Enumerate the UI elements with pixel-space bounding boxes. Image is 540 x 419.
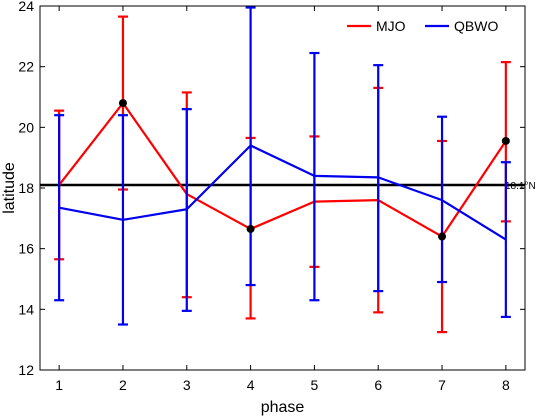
series-line <box>58 144 507 241</box>
y-axis-label: latitude <box>1 162 18 214</box>
y-tick-label: 18 <box>18 180 34 196</box>
x-tick-label: 4 <box>247 377 255 393</box>
series-line <box>58 101 507 238</box>
x-tick-label: 7 <box>438 377 446 393</box>
x-tick-label: 6 <box>374 377 382 393</box>
x-tick-label: 8 <box>502 377 510 393</box>
x-tick-label: 2 <box>119 377 127 393</box>
legend-label: QBWO <box>454 18 498 34</box>
reference-line-group: 18.1°N <box>40 181 536 192</box>
series-qbwo <box>54 6 511 326</box>
y-tick-label: 16 <box>18 241 34 257</box>
x-tick-label: 1 <box>55 377 63 393</box>
data-point-marker <box>118 99 127 108</box>
x-tick-label: 3 <box>183 377 191 393</box>
y-tick-label: 20 <box>18 119 34 135</box>
x-tick-label: 5 <box>311 377 319 393</box>
data-point-marker <box>246 224 255 233</box>
y-tick-label: 22 <box>18 59 34 75</box>
data-point-marker <box>501 136 510 145</box>
y-tick-label: 12 <box>18 362 34 378</box>
plot-area <box>39 5 526 371</box>
highlight-points <box>118 99 510 241</box>
x-axis-label: phase <box>261 399 305 416</box>
data-point-marker <box>438 232 447 241</box>
axis-ticks <box>40 5 525 371</box>
legend-label: MJO <box>376 18 406 34</box>
legend: MJO QBWO <box>347 18 498 34</box>
y-tick-label: 14 <box>18 301 34 317</box>
reference-line-label: 18.1°N <box>505 181 536 192</box>
y-tick-label: 24 <box>18 0 34 14</box>
